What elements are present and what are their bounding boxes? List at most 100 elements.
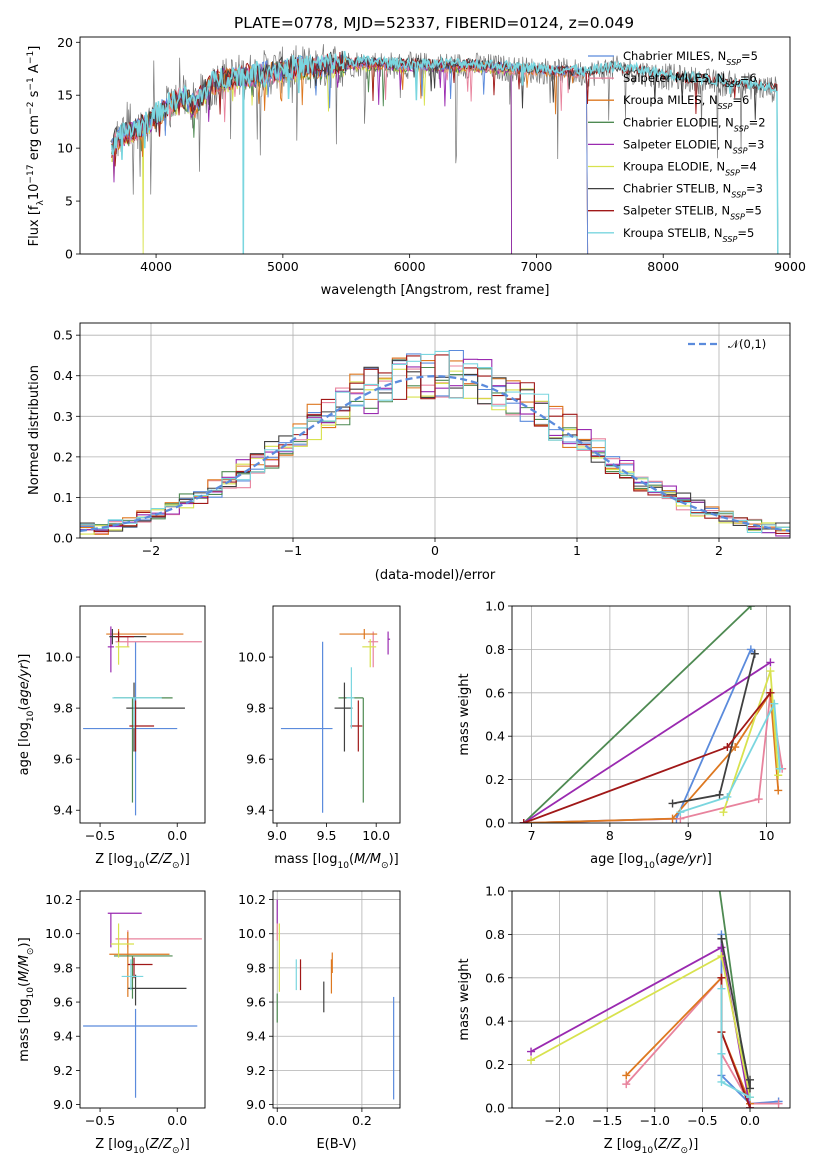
x-tick-label: −0.5 (85, 828, 115, 843)
x-tick-label: 9.5 (317, 828, 337, 843)
massweight-marker (774, 771, 783, 780)
x-tick-label: 4000 (140, 259, 172, 274)
mass_vs_Z-xlabel-part: ⊙ (172, 1146, 180, 1156)
x-tick-label: 2 (715, 543, 723, 558)
legend-label-part: Salpeter STELIB, N (623, 204, 730, 218)
residual-axes-plot (80, 349, 790, 537)
massweight-marker (774, 786, 783, 795)
x-tick-label: −1.0 (640, 1113, 670, 1128)
age_vs_mass-xlabel-part: ( (349, 852, 354, 867)
massweight_vs_Z-axes: −2.0 −1.5 −1.0 −0.5 0.0 0.0 0.2 0.4 0.6 0.8 1.0 Z [… (457, 884, 791, 1156)
x-tick-label: −2.0 (544, 1113, 574, 1128)
age_vs_mass-xlabel-part: mass [log (274, 852, 337, 867)
massweight_vs_Z-ylabel: mass weight (457, 958, 472, 1040)
massweight_vs_Z-ylabel-part: mass weight (457, 958, 472, 1040)
mass_vs_Z-ylabel-part: M/M (17, 955, 32, 982)
x-tick-label: 9.0 (267, 828, 287, 843)
massweight-marker (668, 799, 677, 808)
massweight_vs_age-xlabel-part: ( (655, 852, 660, 867)
massweight-marker (754, 795, 763, 804)
y-tick-label: 0.2 (485, 1057, 505, 1072)
age_vs_Z-axes-plot (83, 626, 202, 816)
legend-label-part: =3 (747, 137, 764, 151)
legend-label-part: =6 (740, 71, 757, 85)
x-tick-label: 6000 (394, 259, 426, 274)
legend-label-part: SSP (733, 146, 748, 155)
massweight_vs_age-ylabel: mass weight (457, 673, 472, 755)
massweight-line (523, 692, 772, 823)
mass_vs_Z-xlabel: Z [log10(Z/Z⊙)] (95, 1137, 190, 1156)
massweight_vs_Z-xlabel-part: ⊙ (681, 1146, 689, 1156)
y-tick-label: 0.2 (53, 449, 73, 464)
x-tick-label: −2 (142, 543, 160, 558)
massweight-marker (770, 699, 779, 708)
massweight-marker (731, 743, 740, 752)
axes-frame (272, 890, 401, 1109)
legend-label-part: Kroupa ELODIE, N (623, 160, 725, 174)
axes-frame (272, 605, 401, 824)
massweight-line (530, 954, 751, 1098)
massweight-line (523, 661, 771, 823)
spectrum-ylabel-part: −1 (26, 77, 36, 90)
y-tick-label: 9.6 (53, 752, 73, 767)
massweight_vs_Z-xlabel-part: Z [log (604, 1137, 642, 1152)
y-tick-label: 9.0 (246, 1097, 266, 1112)
legend-label-part: Chabrier MILES, N (623, 49, 726, 63)
massweight-marker (715, 790, 724, 799)
massweight-marker (717, 973, 726, 982)
massweight_vs_age-xlabel: age [log10(age/yr)] (590, 852, 712, 871)
y-tick-label: 9.4 (246, 803, 266, 818)
x-tick-label: 10.0 (362, 828, 390, 843)
massweight_vs_age-xlabel-part: 10 (643, 861, 655, 871)
legend-label: 𝒩(0,1) (728, 337, 766, 351)
x-tick-label: −0.5 (687, 1113, 717, 1128)
x-tick-label: 0.2 (352, 1113, 372, 1128)
massweight-line (523, 606, 752, 823)
legend-label-part: SSP (731, 190, 746, 199)
y-tick-label: 0.0 (53, 531, 73, 546)
residual-axes: 𝒩(0,1) −2 −1 0 1 2 0.0 0.1 0.2 0.3 0.4 0.5 (data-mod… (27, 322, 791, 583)
legend-label-part: =4 (740, 160, 757, 174)
spectrum-ylabel-part: 10 (27, 184, 42, 201)
massweight-marker (746, 645, 755, 654)
x-tick-label: −1 (284, 543, 302, 558)
spectrum-model-line (110, 50, 779, 254)
legend-label-part: SSP (718, 102, 733, 111)
y-tick-label: 0.1 (53, 490, 73, 505)
legend-label: Chabrier MILES, NSSP=5 (623, 49, 758, 67)
massweight-marker (746, 1075, 755, 1084)
massweight-marker (746, 1104, 755, 1108)
y-tick-label: 9.6 (246, 752, 266, 767)
y-tick-label: 20 (57, 35, 73, 50)
legend-label: Kroupa MILES, NSSP=6 (623, 93, 749, 111)
legend-label-part: SSP (730, 212, 745, 221)
y-tick-label: 0.4 (485, 729, 505, 744)
y-tick-label: 0.3 (53, 409, 73, 424)
legend-label-part: =2 (749, 115, 766, 129)
legend-label: Salpeter MILES, NSSP=6 (623, 71, 757, 89)
massweight_vs_Z-xlabel-part: ( (653, 1137, 658, 1152)
y-tick-label: 0.5 (53, 328, 73, 343)
legend-label-part: SSP (725, 80, 740, 89)
massweight-marker (774, 1099, 783, 1108)
y-tick-label: 9.8 (246, 701, 266, 716)
spectrum-xlabel: wavelength [Angstrom, rest frame] (321, 283, 550, 298)
massweight-marker (723, 743, 732, 752)
age_vs_Z-xlabel-part: 10 (133, 861, 145, 871)
mass_vs_Z-xlabel-part: )] (180, 1137, 190, 1152)
massweight-marker (766, 688, 775, 697)
x-tick-label: 9 (684, 828, 692, 843)
massweight-marker (775, 764, 784, 773)
massweight-marker (676, 808, 685, 817)
massweight_vs_age-axes-frame-layer (511, 605, 791, 824)
massweight_vs_Z-xlabel-part: 10 (642, 1146, 654, 1156)
mass_vs_Z-ylabel-part: ⊙ (26, 947, 36, 955)
massweight-marker (527, 1047, 536, 1056)
legend-label-part: =5 (737, 226, 754, 240)
legend-label-part: SSP (734, 124, 749, 133)
y-tick-label: 10.2 (238, 892, 266, 907)
massweight_vs_age-xlabel-part: age/yr (660, 852, 703, 867)
